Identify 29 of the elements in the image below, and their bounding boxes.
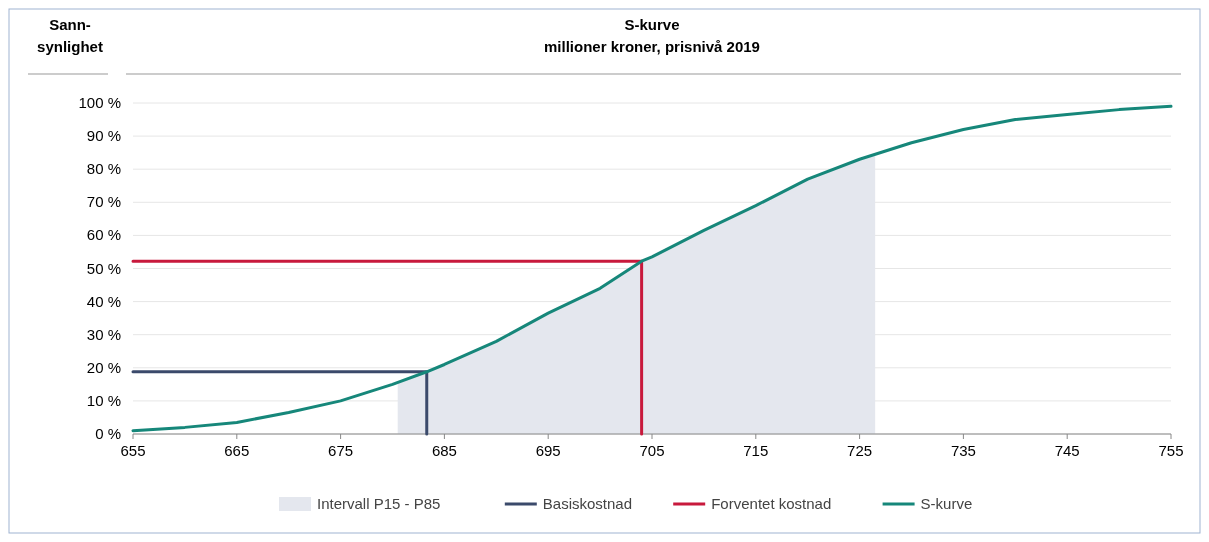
legend-label: Basiskostnad <box>542 495 633 512</box>
y-tick-label: 30 % <box>86 325 121 343</box>
x-tick-label: 745 <box>1054 442 1080 459</box>
x-tick-label: 665 <box>224 442 250 459</box>
y-tick-label: 10 % <box>86 391 121 409</box>
legend-label: Forventet kostnad <box>711 495 832 512</box>
x-tick-label: 725 <box>847 442 873 459</box>
y-tick-label: 0 % <box>95 425 121 442</box>
y-tick-label: 20 % <box>86 358 121 376</box>
x-tick-label: 715 <box>743 442 769 459</box>
y-tick-label: 80 % <box>86 160 121 178</box>
y-tick-label: 90 % <box>86 127 121 145</box>
y-tick-label: 40 % <box>86 292 121 310</box>
legend-label: Intervall P15 - P85 <box>317 495 441 512</box>
y-tick-label: 100 % <box>78 94 121 111</box>
x-tick-label: 755 <box>1158 442 1184 459</box>
chart-title: S-kurve <box>624 16 680 33</box>
chart-subtitle: millioner kroner, prisnivå 2019 <box>544 38 760 55</box>
x-tick-label: 685 <box>431 442 457 459</box>
x-tick-label: 655 <box>120 442 146 459</box>
y-tick-label: 60 % <box>86 226 121 244</box>
x-tick-label: 705 <box>639 442 665 459</box>
y-tick-label: 70 % <box>86 193 121 211</box>
x-tick-label: 695 <box>535 442 561 459</box>
y-axis-title: Sann- synlighet <box>37 16 103 55</box>
x-tick-label: 735 <box>950 442 976 459</box>
x-tick-label: 675 <box>328 442 354 459</box>
legend-label: S-kurve <box>920 495 973 512</box>
y-tick-label: 50 % <box>86 259 121 277</box>
